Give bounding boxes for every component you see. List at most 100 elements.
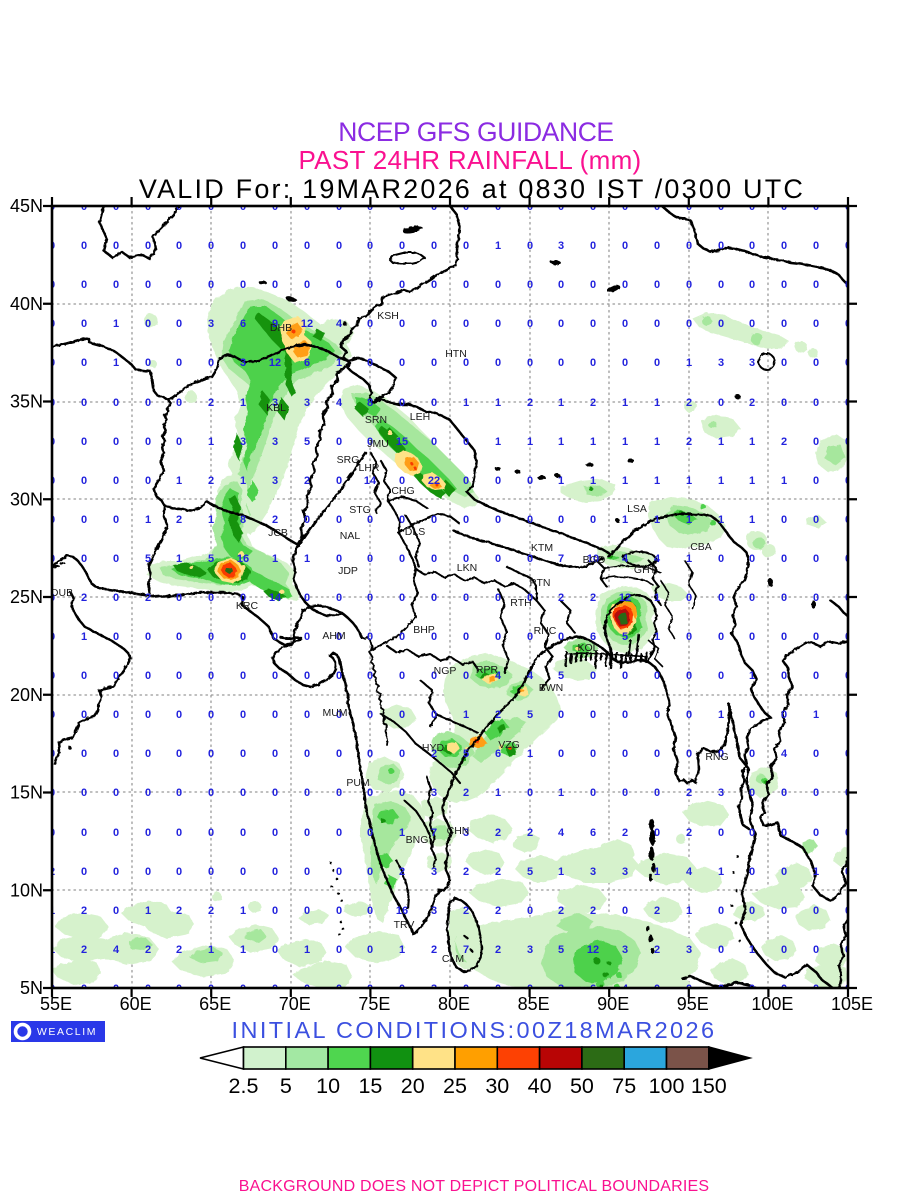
svg-text:0: 0 xyxy=(813,827,819,839)
svg-text:0: 0 xyxy=(495,318,501,330)
svg-text:1: 1 xyxy=(113,357,119,369)
svg-text:0: 0 xyxy=(336,436,342,448)
svg-text:1: 1 xyxy=(718,475,724,487)
svg-text:1: 1 xyxy=(654,514,660,526)
svg-text:1: 1 xyxy=(654,397,660,409)
svg-text:0: 0 xyxy=(367,670,373,682)
svg-text:0: 0 xyxy=(81,397,87,409)
svg-text:4: 4 xyxy=(558,827,565,839)
svg-text:0: 0 xyxy=(463,592,469,604)
svg-text:0: 0 xyxy=(113,905,119,917)
svg-text:0: 0 xyxy=(176,983,182,995)
svg-text:0: 0 xyxy=(399,397,405,409)
svg-text:0: 0 xyxy=(367,436,373,448)
svg-text:4: 4 xyxy=(495,670,502,682)
svg-text:0: 0 xyxy=(845,514,851,526)
svg-text:0: 0 xyxy=(240,983,246,995)
svg-text:5: 5 xyxy=(304,436,310,448)
svg-text:3: 3 xyxy=(590,866,596,878)
svg-text:0: 0 xyxy=(781,670,787,682)
svg-text:2: 2 xyxy=(145,592,151,604)
svg-text:3: 3 xyxy=(558,240,564,252)
svg-text:0: 0 xyxy=(813,475,819,487)
svg-text:RNG: RNG xyxy=(705,751,728,763)
svg-text:2: 2 xyxy=(622,827,628,839)
svg-text:0: 0 xyxy=(527,631,533,643)
svg-text:2: 2 xyxy=(654,905,660,917)
svg-text:0: 0 xyxy=(654,240,660,252)
svg-text:5: 5 xyxy=(527,866,533,878)
svg-text:16: 16 xyxy=(396,905,408,917)
svg-text:0: 0 xyxy=(176,436,182,448)
svg-text:0: 0 xyxy=(431,592,437,604)
svg-text:0: 0 xyxy=(367,983,373,995)
svg-text:0: 0 xyxy=(718,983,724,995)
svg-text:0: 0 xyxy=(145,475,151,487)
svg-text:5: 5 xyxy=(145,553,151,565)
svg-text:0: 0 xyxy=(49,514,55,526)
svg-text:0: 0 xyxy=(527,240,533,252)
svg-text:3: 3 xyxy=(240,436,246,448)
svg-text:HTN: HTN xyxy=(445,348,467,360)
svg-text:5: 5 xyxy=(527,709,533,721)
svg-text:0: 0 xyxy=(845,827,851,839)
svg-text:0: 0 xyxy=(845,709,851,721)
svg-text:0: 0 xyxy=(527,279,533,291)
svg-text:0: 0 xyxy=(590,279,596,291)
svg-text:0: 0 xyxy=(145,436,151,448)
svg-text:0: 0 xyxy=(749,240,755,252)
svg-text:0: 0 xyxy=(813,357,819,369)
svg-text:1: 1 xyxy=(527,748,533,760)
svg-text:1: 1 xyxy=(718,514,724,526)
svg-text:2: 2 xyxy=(654,944,660,956)
svg-text:0: 0 xyxy=(113,631,119,643)
svg-text:0: 0 xyxy=(813,748,819,760)
svg-text:0: 0 xyxy=(686,631,692,643)
svg-text:0: 0 xyxy=(463,514,469,526)
svg-text:1: 1 xyxy=(399,827,405,839)
svg-text:BNG: BNG xyxy=(406,834,429,846)
svg-text:0: 0 xyxy=(718,944,724,956)
svg-text:0: 0 xyxy=(718,397,724,409)
svg-text:2: 2 xyxy=(176,514,182,526)
svg-text:MUM: MUM xyxy=(322,707,347,719)
svg-text:0: 0 xyxy=(463,436,469,448)
svg-text:KRC: KRC xyxy=(236,600,259,612)
svg-text:DLS: DLS xyxy=(405,526,425,538)
svg-text:0: 0 xyxy=(113,670,119,682)
svg-text:0: 0 xyxy=(845,397,851,409)
svg-text:16: 16 xyxy=(237,553,249,565)
svg-text:2: 2 xyxy=(399,866,405,878)
svg-text:4: 4 xyxy=(622,983,629,995)
svg-text:1: 1 xyxy=(240,905,246,917)
svg-text:0: 0 xyxy=(208,670,214,682)
svg-text:105E: 105E xyxy=(831,994,873,1014)
svg-text:0: 0 xyxy=(781,318,787,330)
svg-text:0: 0 xyxy=(463,318,469,330)
svg-text:0: 0 xyxy=(81,866,87,878)
svg-text:3: 3 xyxy=(431,787,437,799)
svg-text:0: 0 xyxy=(113,866,119,878)
svg-text:0: 0 xyxy=(781,709,787,721)
svg-text:0: 0 xyxy=(272,709,278,721)
svg-text:0: 0 xyxy=(304,240,310,252)
svg-text:2: 2 xyxy=(749,397,755,409)
svg-text:1: 1 xyxy=(558,436,564,448)
svg-text:0: 0 xyxy=(272,670,278,682)
svg-text:0: 0 xyxy=(845,475,851,487)
svg-text:2: 2 xyxy=(208,905,214,917)
svg-text:30N: 30N xyxy=(10,489,43,509)
svg-text:0: 0 xyxy=(367,318,373,330)
svg-text:0: 0 xyxy=(208,592,214,604)
svg-text:3: 3 xyxy=(431,866,437,878)
svg-text:0: 0 xyxy=(495,475,501,487)
svg-text:0: 0 xyxy=(463,240,469,252)
svg-text:0: 0 xyxy=(622,787,628,799)
svg-text:0: 0 xyxy=(304,279,310,291)
svg-text:BHP: BHP xyxy=(413,624,435,636)
svg-text:0: 0 xyxy=(749,201,755,213)
svg-text:1: 1 xyxy=(718,866,724,878)
svg-text:1: 1 xyxy=(749,670,755,682)
svg-text:0: 0 xyxy=(749,827,755,839)
svg-text:7: 7 xyxy=(558,553,564,565)
